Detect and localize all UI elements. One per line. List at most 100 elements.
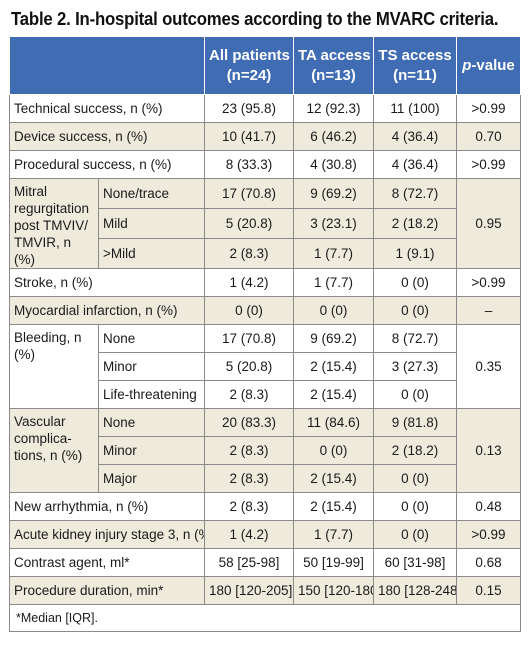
cell-all: 1 (4.2) [204, 520, 294, 549]
sub-label: None/trace [98, 178, 205, 209]
cell-all: 5 (20.8) [204, 208, 294, 239]
cell-all: 58 [25-98] [204, 548, 294, 577]
cell-p: 0.35 [456, 324, 521, 409]
sub-label: Major [98, 464, 205, 493]
cell-all: 8 (33.3) [204, 150, 294, 179]
cell-ts: 2 (18.2) [373, 436, 457, 465]
row-label: Technical success, n (%) [9, 94, 205, 123]
table-row: Acute kidney injury stage 3, n (%) 1 (4.… [9, 520, 521, 549]
table-row: Stroke, n (%) 1 (4.2) 1 (7.7) 0 (0) >0.9… [9, 268, 521, 297]
cell-all: 23 (95.8) [204, 94, 294, 123]
sub-label: Minor [98, 352, 205, 381]
cell-ts: 0 (0) [373, 268, 457, 297]
table-row: Contrast agent, ml* 58 [25-98] 50 [19-99… [9, 548, 521, 577]
cell-ta: 9 (69.2) [293, 178, 374, 209]
cell-p: >0.99 [456, 94, 521, 123]
cell-all: 0 (0) [204, 296, 294, 325]
cell-ta: 50 [19-99] [293, 548, 374, 577]
cell-ts: 4 (36.4) [373, 150, 457, 179]
cell-ta: 0 (0) [293, 296, 374, 325]
cell-ta: 1 (7.7) [293, 520, 374, 549]
cell-all: 5 (20.8) [204, 352, 294, 381]
header-blank [9, 36, 205, 95]
cell-ts: 0 (0) [373, 492, 457, 521]
cell-p: 0.68 [456, 548, 521, 577]
sub-label: None [98, 324, 205, 353]
table-row: Technical success, n (%) 23 (95.8) 12 (9… [9, 94, 521, 123]
cell-ta: 2 (15.4) [293, 380, 374, 409]
table-row: Minor 5 (20.8) 2 (15.4) 3 (27.3) [10, 352, 521, 381]
table-row: Mitral regurgitation post TMVIV/ TMVIR, … [9, 178, 521, 269]
table-row: Life-threatening 2 (8.3) 2 (15.4) 0 (0) [10, 380, 521, 409]
table-footnote: *Median [IQR]. [9, 604, 521, 632]
cell-ta: 6 (46.2) [293, 122, 374, 151]
cell-ts: 0 (0) [373, 380, 457, 409]
footnote-row: *Median [IQR]. [9, 604, 521, 632]
table-row: Myocardial infarction, n (%) 0 (0) 0 (0)… [9, 296, 521, 325]
cell-ta: 0 (0) [293, 436, 374, 465]
cell-all: 2 (8.3) [204, 436, 294, 465]
header-p-value: p-value [456, 36, 521, 95]
cell-ta: 4 (30.8) [293, 150, 374, 179]
cell-all: 1 (4.2) [204, 268, 294, 297]
cell-ta: 12 (92.3) [293, 94, 374, 123]
cell-p: >0.99 [456, 520, 521, 549]
header-ts-access: TS access (n=11) [373, 36, 457, 95]
row-label: Myocardial infarction, n (%) [9, 296, 205, 325]
row-label: New arrhythmia, n (%) [9, 492, 205, 521]
table-header-row: All patients (n=24) TA access (n=13) TS ac… [9, 36, 521, 95]
outcomes-table: All patients (n=24) TA access (n=13) TS ac… [9, 36, 521, 632]
table-row: Major 2 (8.3) 2 (15.4) 0 (0) [10, 464, 521, 493]
cell-ts: 8 (72.7) [373, 324, 457, 353]
cell-ta: 2 (15.4) [293, 492, 374, 521]
cell-p: 0.70 [456, 122, 521, 151]
cell-ts: 0 (0) [373, 464, 457, 493]
table-row: >Mild 2 (8.3) 1 (7.7) 1 (9.1) [10, 238, 521, 269]
cell-ts: 180 [128-248] [373, 576, 457, 605]
group-label-bleeding: Bleeding, n (%) [9, 324, 99, 409]
sub-label: >Mild [98, 238, 205, 269]
cell-p: 0.13 [456, 408, 521, 493]
cell-ts: 8 (72.7) [373, 178, 457, 209]
cell-ts: 11 (100) [373, 94, 457, 123]
cell-all: 2 (8.3) [204, 238, 294, 269]
cell-ta: 2 (15.4) [293, 352, 374, 381]
group-label-vascular: Vascular complica-tions, n (%) [9, 408, 99, 493]
row-label: Procedural success, n (%) [9, 150, 205, 179]
table-row: New arrhythmia, n (%) 2 (8.3) 2 (15.4) 0… [9, 492, 521, 521]
cell-ts: 60 [31-98] [373, 548, 457, 577]
row-label: Acute kidney injury stage 3, n (%) [9, 520, 205, 549]
cell-all: 20 (83.3) [204, 408, 294, 437]
cell-all: 2 (8.3) [204, 492, 294, 521]
cell-ts: 0 (0) [373, 520, 457, 549]
row-label: Device success, n (%) [9, 122, 205, 151]
cell-ta: 9 (69.2) [293, 324, 374, 353]
cell-p: 0.95 [456, 178, 521, 269]
cell-ts: 0 (0) [373, 296, 457, 325]
cell-ts: 9 (81.8) [373, 408, 457, 437]
cell-p: 0.15 [456, 576, 521, 605]
table-row: Procedure duration, min* 180 [120-205] 1… [9, 576, 521, 605]
table-row: Bleeding, n (%) None 17 (70.8) 9 (69.2) … [9, 324, 521, 409]
cell-ts: 4 (36.4) [373, 122, 457, 151]
cell-ta: 150 [120-180] [293, 576, 374, 605]
sub-label: None [98, 408, 205, 437]
cell-all: 17 (70.8) [204, 178, 294, 209]
sub-label: Life-threatening [98, 380, 205, 409]
cell-ta: 11 (84.6) [293, 408, 374, 437]
cell-p: 0.48 [456, 492, 521, 521]
cell-ta: 3 (23.1) [293, 208, 374, 239]
cell-p: >0.99 [456, 150, 521, 179]
table-row: Procedural success, n (%) 8 (33.3) 4 (30… [9, 150, 521, 179]
header-ta-access: TA access (n=13) [293, 36, 374, 95]
cell-all: 2 (8.3) [204, 380, 294, 409]
header-all-patients: All patients (n=24) [204, 36, 294, 95]
cell-all: 17 (70.8) [204, 324, 294, 353]
cell-all: 10 (41.7) [204, 122, 294, 151]
cell-ta: 1 (7.7) [293, 238, 374, 269]
cell-ta: 1 (7.7) [293, 268, 374, 297]
cell-ts: 3 (27.3) [373, 352, 457, 381]
cell-ta: 2 (15.4) [293, 464, 374, 493]
cell-ts: 2 (18.2) [373, 208, 457, 239]
cell-ts: 1 (9.1) [373, 238, 457, 269]
